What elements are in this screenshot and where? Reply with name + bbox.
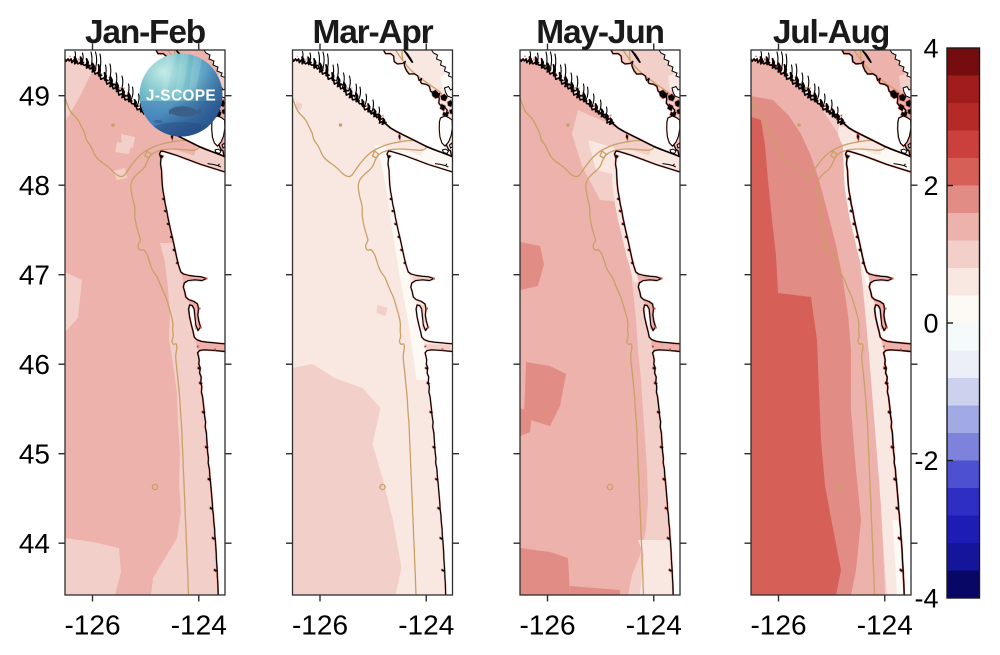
svg-text:-126: -126 — [292, 610, 348, 641]
svg-text:49: 49 — [19, 81, 50, 112]
svg-text:47: 47 — [19, 260, 50, 291]
svg-text:Jul-Aug: Jul-Aug — [773, 14, 889, 51]
svg-text:-124: -124 — [857, 610, 913, 641]
svg-text:0: 0 — [923, 309, 938, 339]
svg-text:Jan-Feb: Jan-Feb — [85, 14, 206, 51]
svg-text:May-Jun: May-Jun — [536, 14, 663, 51]
svg-text:-124: -124 — [626, 610, 682, 641]
svg-text:-124: -124 — [398, 610, 454, 641]
svg-text:45: 45 — [19, 439, 50, 470]
svg-text:-124: -124 — [171, 610, 227, 641]
svg-text:Mar-Apr: Mar-Apr — [312, 14, 433, 51]
svg-text:2: 2 — [923, 171, 938, 201]
svg-text:J-SCOPE: J-SCOPE — [146, 87, 216, 104]
svg-text:-126: -126 — [519, 610, 575, 641]
svg-text:-126: -126 — [750, 610, 806, 641]
svg-text:46: 46 — [19, 349, 50, 380]
svg-text:-2: -2 — [914, 446, 938, 476]
svg-text:48: 48 — [19, 170, 50, 201]
svg-text:-4: -4 — [914, 584, 938, 614]
svg-text:44: 44 — [19, 528, 50, 559]
svg-text:4: 4 — [923, 34, 938, 64]
svg-text:-126: -126 — [64, 610, 120, 641]
